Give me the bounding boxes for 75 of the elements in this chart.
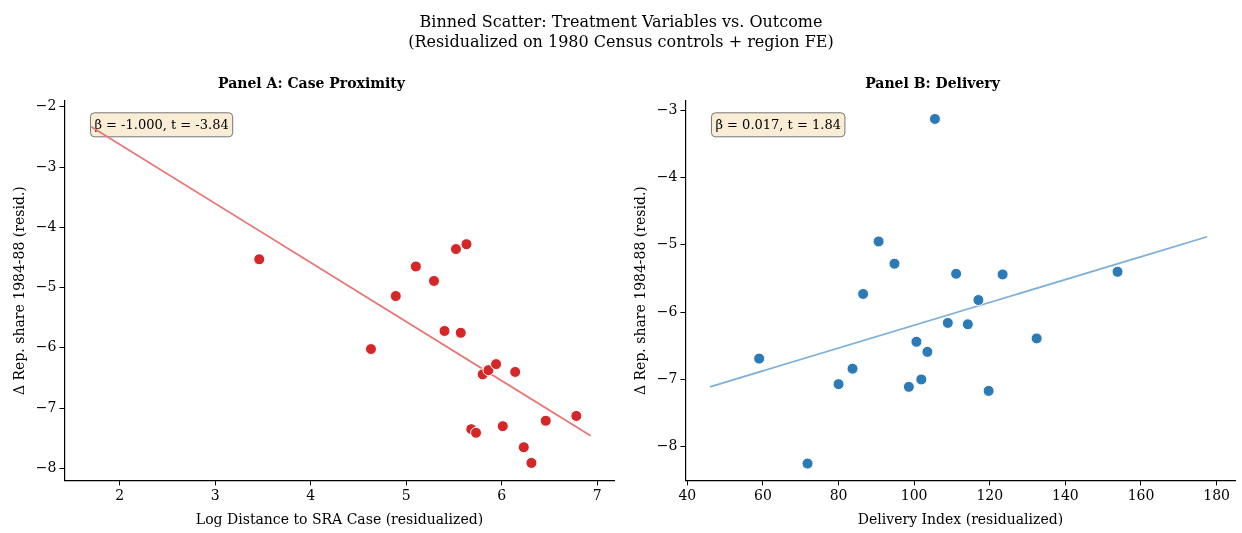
point (950, 267, 963, 280)
annotation: β = 0.017, t = 1.84 (715, 117, 841, 133)
point (496, 420, 509, 433)
point (438, 324, 451, 337)
x-tick-label: 2 (115, 487, 125, 504)
y-tick-label: −7 (35, 398, 57, 415)
point (449, 243, 462, 256)
point (389, 290, 402, 303)
point (253, 253, 266, 266)
x-tick-label: 7 (592, 487, 602, 504)
point (857, 287, 870, 300)
y-tick-label: −8 (656, 437, 678, 454)
y-tick-label: −3 (656, 100, 678, 117)
point (1111, 265, 1124, 278)
point (1030, 332, 1043, 345)
y-tick-label: −5 (35, 278, 57, 295)
x-tick-label: 140 (1052, 487, 1079, 504)
y-tick-label: −8 (35, 458, 57, 475)
text: (Residualized on 1980 Census controls + region FE) (407, 32, 835, 52)
point (753, 352, 766, 365)
point (482, 364, 495, 377)
x-tick-label: 4 (306, 487, 316, 504)
x-tick-label: 3 (210, 487, 220, 504)
point (915, 373, 928, 386)
point (910, 335, 923, 348)
point (525, 456, 538, 469)
x-tick-label: 80 (829, 487, 848, 504)
point (409, 260, 422, 273)
x-tick-label: 180 (1203, 487, 1230, 504)
x-tick-label: 100 (900, 487, 928, 504)
point (888, 257, 901, 270)
y-tick-label: −2 (35, 97, 57, 114)
point (428, 274, 441, 287)
x-tick-label: 5 (401, 487, 411, 504)
point (832, 378, 845, 391)
point (941, 316, 954, 329)
point (972, 294, 985, 307)
point (872, 235, 885, 248)
x-tick-label: 120 (976, 487, 1004, 504)
annotation: β = -1.000, t = -3.84 (94, 117, 229, 133)
point (846, 362, 859, 375)
y-tick-label: −3 (35, 157, 57, 174)
point (801, 457, 814, 470)
x-tick-label: 160 (1127, 487, 1155, 504)
point (996, 268, 1009, 281)
point (570, 409, 583, 422)
point (509, 365, 522, 378)
point (517, 441, 530, 454)
y-tick-label: −5 (656, 235, 678, 252)
y-tick-label: −4 (656, 168, 678, 185)
point (539, 414, 552, 427)
x-axis-title: Log Distance to SRA Case (residualized) (195, 511, 484, 528)
y-tick-label: −4 (35, 217, 57, 234)
y-tick-label: −6 (656, 302, 678, 319)
y-axis-title: Δ Rep. share 1984-88 (resid.) (11, 186, 28, 396)
point (454, 326, 467, 339)
x-tick-label: 60 (754, 487, 772, 504)
text: Binned Scatter: Treatment Variables vs. Outcome (418, 12, 824, 32)
chart-title: Panel A: Case Proximity (218, 75, 406, 92)
y-tick-label: −6 (35, 338, 57, 355)
point (470, 426, 483, 439)
point (902, 380, 915, 393)
point (460, 238, 473, 251)
x-axis-title: Delivery Index (residualized) (857, 511, 1064, 528)
y-axis-title: Δ Rep. share 1984-88 (resid.) (632, 186, 649, 396)
point (982, 384, 995, 397)
point (490, 358, 503, 371)
x-tick-label: 40 (678, 487, 697, 504)
x-tick-label: 6 (497, 487, 507, 504)
point (364, 343, 377, 356)
point (961, 318, 974, 331)
chart-title: Panel B: Delivery (865, 75, 1001, 92)
point (928, 112, 941, 125)
point (921, 345, 934, 358)
y-tick-label: −7 (656, 370, 678, 387)
